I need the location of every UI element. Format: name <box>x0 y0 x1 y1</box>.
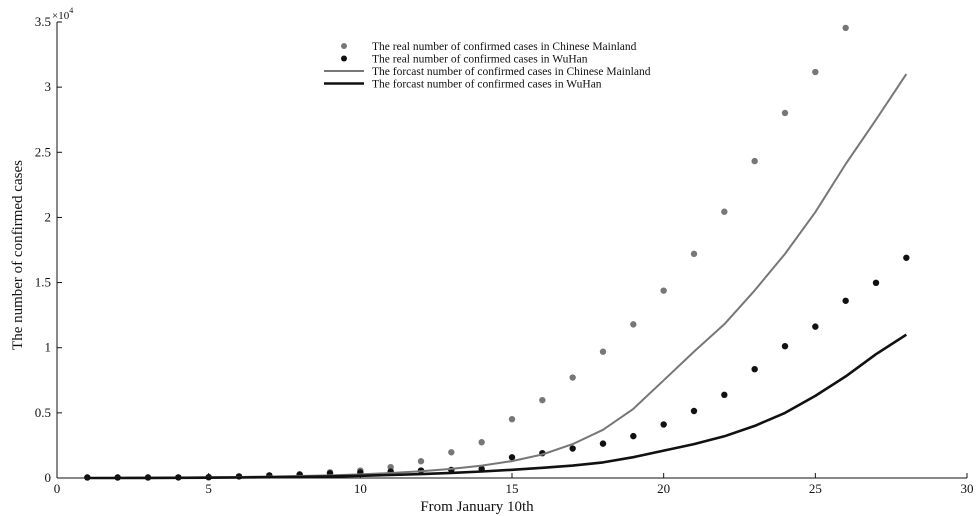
y-tick-label: 1.5 <box>35 275 51 290</box>
data-point <box>781 342 789 350</box>
data-point <box>721 391 728 399</box>
series-line <box>87 73 908 479</box>
data-point <box>417 458 425 465</box>
data-point <box>448 449 455 456</box>
data-point <box>812 68 819 76</box>
data-point <box>569 374 576 381</box>
data-point <box>660 287 667 294</box>
y-axis-exponent-label: ×104 <box>52 6 73 22</box>
legend-marker-wuhan-real <box>341 55 347 62</box>
y-tick-label: 0 <box>45 470 52 485</box>
legend: The real number of confirmed cases in Ch… <box>324 41 651 91</box>
x-tick-label: 15 <box>506 481 519 496</box>
x-tick-label: 30 <box>961 481 974 496</box>
data-point <box>599 348 607 355</box>
data-point <box>508 454 516 461</box>
x-tick-label: 10 <box>354 481 367 496</box>
data-point <box>690 250 698 258</box>
series-1 <box>84 254 910 481</box>
data-point <box>690 407 698 415</box>
data-point <box>539 396 546 404</box>
legend-marker-mainland-real <box>341 43 347 49</box>
legend-item-mainland-real: The real number of confirmed cases in Ch… <box>341 41 637 53</box>
legend-item-wuhan-forecast: The forcast number of confirmed cases in… <box>324 79 602 91</box>
legend-item-wuhan-real: The real number of confirmed cases in Wu… <box>341 54 588 66</box>
data-point <box>599 440 607 447</box>
data-point <box>508 415 516 423</box>
x-tick-label: 0 <box>54 481 61 496</box>
data-point <box>630 432 637 440</box>
data-point <box>478 439 485 446</box>
y-axis-label: The number of confirmed cases <box>10 160 26 350</box>
data-point <box>751 157 758 165</box>
legend-label-mainland-forecast: The forcast number of confirmed cases in… <box>372 66 651 78</box>
y-tick-label: 0.5 <box>35 405 51 420</box>
data-point <box>660 421 667 428</box>
data-point <box>872 279 880 287</box>
data-point <box>721 208 728 215</box>
legend-label-mainland-real: The real number of confirmed cases in Ch… <box>372 41 637 53</box>
data-point <box>903 254 910 261</box>
y-tick-label: 2.5 <box>35 144 51 159</box>
y-ticks: 0 0.5 1 1.5 2 2.5 3 3.5 <box>35 14 62 485</box>
y-tick-label: 3.5 <box>35 14 51 29</box>
legend-label-wuhan-real: The real number of confirmed cases in Wu… <box>372 54 588 66</box>
y-tick-label: 2 <box>45 209 52 224</box>
data-point <box>812 323 819 330</box>
data-point <box>751 365 758 373</box>
x-tick-label: 20 <box>657 481 670 496</box>
y-tick-label: 3 <box>45 79 52 94</box>
series-3 <box>87 333 908 480</box>
data-point <box>630 321 637 328</box>
legend-item-mainland-forecast: The forcast number of confirmed cases in… <box>324 66 651 78</box>
y-tick-label: 1 <box>45 340 52 355</box>
data-point <box>842 24 849 32</box>
data-point <box>842 297 849 304</box>
x-axis-label: From January 10th <box>420 499 534 515</box>
legend-label-wuhan-forecast: The forcast number of confirmed cases in… <box>372 79 602 91</box>
x-ticks: 0 5 10 15 20 25 30 <box>54 473 974 496</box>
series-2 <box>87 73 908 479</box>
series-layer <box>84 24 910 481</box>
series-line <box>87 333 908 480</box>
data-point <box>569 445 576 452</box>
x-tick-label: 5 <box>205 481 212 496</box>
data-point <box>781 109 789 117</box>
x-tick-label: 25 <box>809 481 822 496</box>
